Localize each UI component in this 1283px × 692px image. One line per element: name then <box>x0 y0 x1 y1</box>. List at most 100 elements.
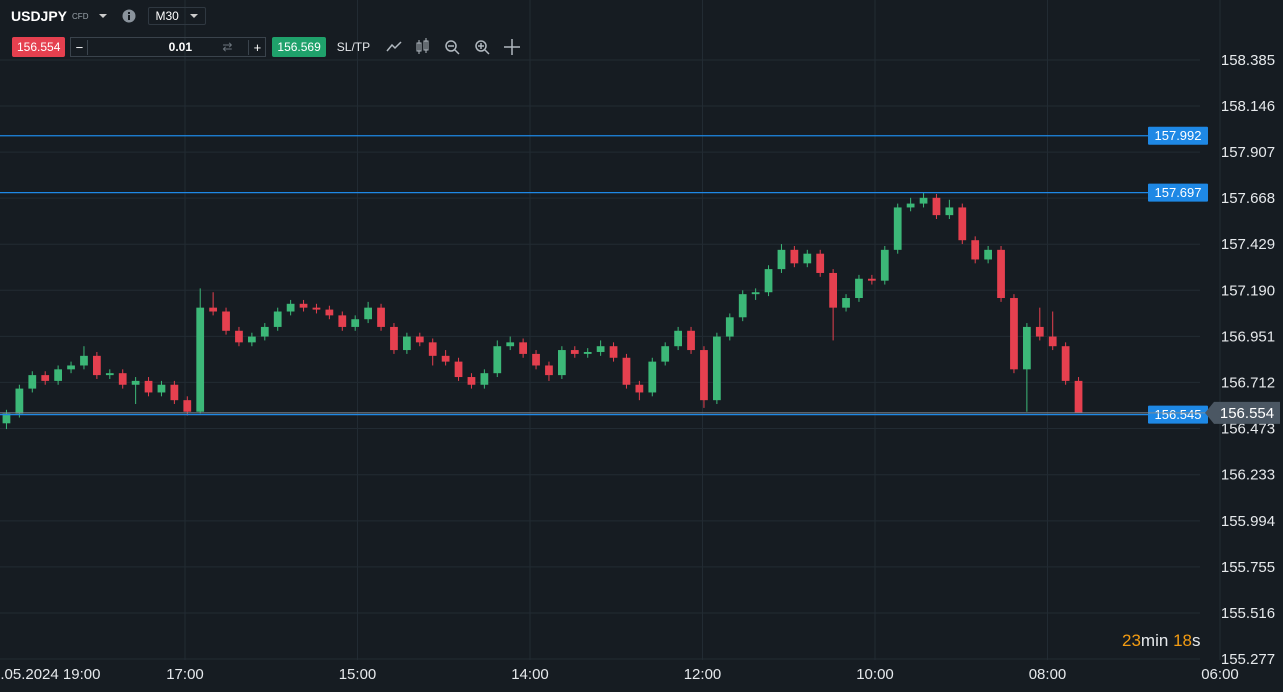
candle-body <box>377 307 385 327</box>
info-icon[interactable] <box>122 9 136 23</box>
candle-body <box>764 269 773 293</box>
candle-body <box>958 207 967 241</box>
candle-body <box>364 307 372 320</box>
x-tick-label: 17:00 <box>166 666 204 683</box>
candle-body <box>80 355 88 366</box>
candle-body <box>622 357 631 385</box>
swap-icon[interactable]: ⇄ <box>222 40 233 54</box>
candle-body <box>816 253 825 273</box>
candle-body <box>312 307 321 310</box>
x-tick-label: 08:00 <box>1029 666 1067 683</box>
candle-body <box>131 380 140 385</box>
candle-body <box>157 384 166 393</box>
candle-body <box>1035 326 1044 337</box>
y-tick-label: 158.385 <box>1221 52 1275 69</box>
x-tick-label: 10:00 <box>856 666 894 683</box>
candle-body <box>105 373 114 376</box>
candle-body <box>2 413 11 424</box>
candle-body <box>700 350 708 401</box>
candle-body <box>170 384 179 401</box>
symbol[interactable]: USDJPY <box>11 8 68 24</box>
candle-body <box>855 278 863 299</box>
candle-body <box>144 380 153 393</box>
y-tick-label: 157.668 <box>1221 190 1275 207</box>
candle-body <box>713 336 721 401</box>
dropdown-arrow[interactable] <box>98 12 108 20</box>
candle-body <box>351 319 360 327</box>
candle-body <box>919 197 928 204</box>
plus[interactable]: + <box>248 39 265 55</box>
candle-body <box>67 365 75 370</box>
candle-body <box>648 361 657 393</box>
y-tick-label: 156.233 <box>1221 467 1275 484</box>
candle-body <box>1023 326 1031 370</box>
y-tick-label: 155.277 <box>1221 651 1275 668</box>
candle-body <box>209 307 217 312</box>
candle-body <box>260 326 269 337</box>
candle-body <box>893 207 902 250</box>
volume-input[interactable]: − 0.01 ⇄ + <box>70 37 267 57</box>
candle-body <box>467 377 476 385</box>
tool-icons[interactable] <box>384 37 534 57</box>
price-level-tag <box>1148 126 1208 145</box>
candle-body <box>286 303 295 312</box>
minus[interactable]: − <box>71 39 89 55</box>
buy-price[interactable]: 156.569 <box>272 37 326 57</box>
y-tick-label: 155.755 <box>1221 559 1275 576</box>
price-level-tag <box>1148 405 1208 424</box>
candle-body <box>777 249 786 270</box>
candle-body <box>868 278 876 281</box>
candle-body <box>984 249 992 260</box>
candle-body <box>118 373 127 385</box>
candle-body <box>1061 346 1070 381</box>
candle-body <box>299 303 308 308</box>
candle-body <box>971 240 980 260</box>
candle-body <box>454 361 463 378</box>
x-tick-label: 14:00 <box>511 666 549 683</box>
candle-body <box>829 272 837 308</box>
candle-body <box>441 355 450 362</box>
price-level-label: 156.545 <box>1155 407 1202 422</box>
candle-body <box>1010 298 1018 370</box>
candle-body <box>609 346 618 358</box>
volume: 0.01 <box>168 40 193 54</box>
candle-body <box>558 350 566 376</box>
timeframe: M30 <box>155 9 179 23</box>
timer-seconds: 18 <box>1173 631 1192 650</box>
y-tick-label: 156.712 <box>1221 374 1275 391</box>
candle-body <box>790 249 799 264</box>
candle-body <box>428 342 437 356</box>
candle-body <box>235 330 243 343</box>
candle-body <box>997 249 1005 299</box>
x-tick-label: 12:00 <box>684 666 722 683</box>
candle-body <box>738 294 747 318</box>
candle-body <box>751 292 760 295</box>
y-tick-label: 155.516 <box>1221 605 1275 622</box>
price-level-label: 157.992 <box>1155 128 1202 143</box>
candle-body <box>661 346 670 362</box>
candle-body <box>196 307 205 412</box>
sell-price[interactable]: 156.554 <box>12 37 66 57</box>
price-level-tag <box>1148 183 1208 202</box>
candle-body <box>1074 380 1083 413</box>
timer-minutes: 23 <box>1122 631 1141 650</box>
candle-body <box>480 373 489 385</box>
y-tick-label: 155.994 <box>1221 513 1275 530</box>
sl-tp[interactable]: SL/TP <box>336 40 371 54</box>
candle-body <box>532 353 540 366</box>
candle-body <box>842 298 850 308</box>
timeframe-select[interactable]: M30 <box>148 7 206 25</box>
dropdown-arrow <box>189 14 198 18</box>
candle-body <box>506 342 515 347</box>
candle-body <box>583 351 592 354</box>
candle-body <box>183 400 192 412</box>
candle-body <box>674 330 682 347</box>
candle-body <box>338 315 347 327</box>
candle-body <box>880 249 889 281</box>
candle-body <box>687 330 695 351</box>
candle-body <box>93 355 101 376</box>
candle-body <box>222 311 230 331</box>
candle-body <box>54 369 62 381</box>
